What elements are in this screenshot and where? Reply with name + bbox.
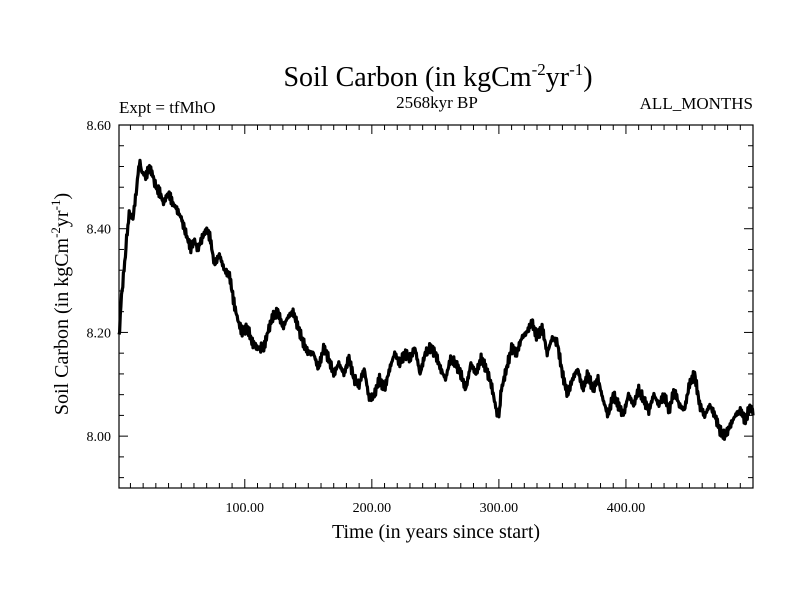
months-label: ALL_MONTHS — [640, 94, 753, 113]
period-label: 2568kyr BP — [396, 93, 478, 112]
y-tick-label: 8.40 — [87, 223, 112, 238]
x-axis-label: Time (in years since start) — [332, 521, 540, 543]
x-tick-label: 200.00 — [353, 501, 392, 516]
y-tick-label: 8.60 — [87, 119, 112, 134]
soil-carbon-line — [117, 158, 755, 441]
y-tick-label: 8.20 — [87, 326, 112, 341]
x-tick-label: 100.00 — [226, 501, 265, 516]
x-tick-label: 300.00 — [480, 501, 519, 516]
axis-ticks: 100.00 200.00 300.00 400.00 8.00 8.20 8.40 8.60 — [87, 119, 753, 516]
y-tick-label: 8.00 — [87, 430, 112, 445]
chart-title: Soil Carbon (in kgCm-2yr-1) — [283, 60, 592, 93]
plot-frame — [118, 124, 754, 489]
y-axis-label: Soil Carbon (in kgCm-2yr-1) — [48, 193, 73, 415]
experiment-label: Expt = tfMhO — [119, 98, 215, 117]
x-tick-label: 400.00 — [607, 501, 646, 516]
